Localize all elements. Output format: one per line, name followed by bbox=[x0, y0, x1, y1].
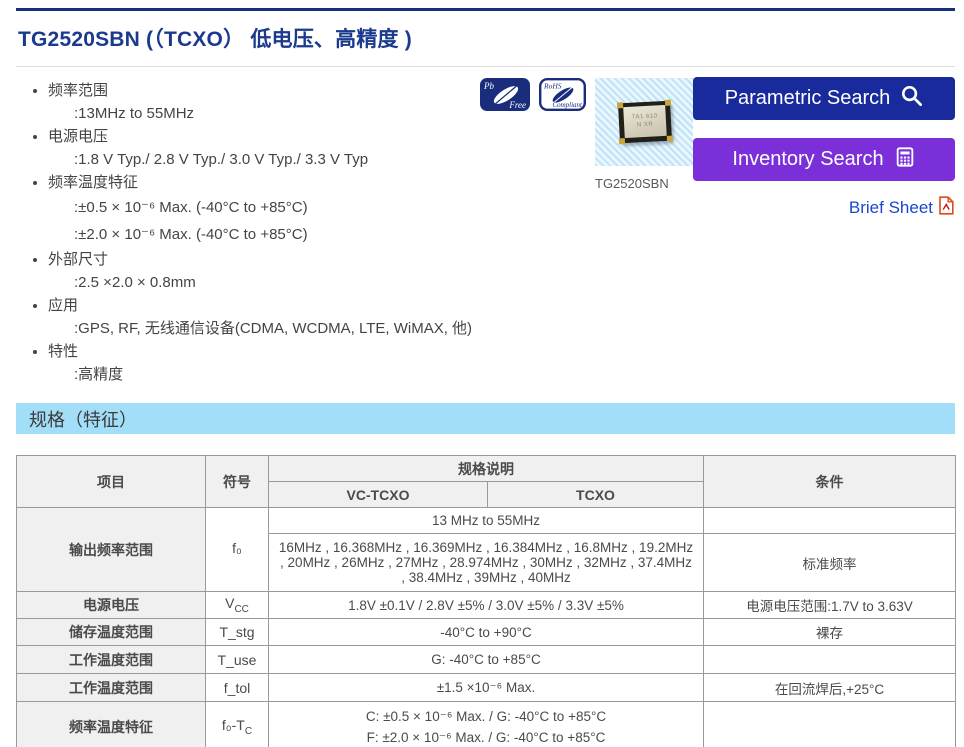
feature-list: 频率范围 :13MHz to 55MHz 电源电压 :1.8 V Typ./ 2… bbox=[16, 77, 480, 386]
table-row: 16MHz , 16.368MHz , 16.369MHz , 16.384MH… bbox=[17, 533, 956, 592]
row-symbol: f₀ bbox=[205, 507, 269, 592]
table-row: 工作温度范围 f_tol ±1.5 ×10⁻⁶ Max. 在回流焊后,+25°C bbox=[16, 673, 956, 702]
table-row: 工作温度范围 T_use G: -40°C to +85°C bbox=[16, 645, 956, 674]
spec-value: C: ±0.5 × 10⁻⁶ Max. / G: -40°C to +85°C … bbox=[268, 701, 704, 747]
chip-lid: TA1 610 N XR bbox=[623, 104, 667, 139]
pdf-icon bbox=[938, 196, 955, 220]
feature-value: :1.8 V Typ./ 2.8 V Typ./ 3.0 V Typ./ 3.3… bbox=[74, 151, 369, 168]
row-item-label: 工作温度范围 bbox=[16, 645, 206, 674]
table-row: 储存温度范围 T_stg -40°C to +90°C 裸存 bbox=[16, 618, 956, 646]
feature-value: :13MHz to 55MHz bbox=[74, 105, 195, 122]
inventory-search-label: Inventory Search bbox=[732, 148, 884, 170]
list-item: 外部尺寸 :2.5 ×2.0 × 0.8mm bbox=[48, 248, 480, 294]
row-symbol: T_stg bbox=[205, 618, 269, 646]
svg-text:Pb: Pb bbox=[483, 81, 494, 91]
pb-free-icon: Pb Free bbox=[480, 78, 530, 111]
top-divider bbox=[16, 8, 955, 11]
row-item-label: 工作温度范围 bbox=[16, 673, 206, 702]
page-title: TG2520SBN (（TCXO） 低电压、高精度 ) bbox=[16, 11, 955, 67]
condition-value: 电源电压范围:1.7V to 3.63V bbox=[703, 591, 956, 619]
table-row: 电源电压 VCC 1.8V ±0.1V / 2.8V ±5% / 3.0V ±5… bbox=[16, 591, 956, 619]
feature-value: :GPS, RF, 无线通信设备(CDMA, WCDMA, LTE, WiMAX… bbox=[74, 320, 473, 337]
table-row: 输出频率范围 f₀ 13 MHz to 55MHz bbox=[16, 507, 956, 592]
row-symbol: f_tol bbox=[205, 673, 269, 702]
table-header-row: 项目 符号 规格说明 条件 bbox=[16, 455, 956, 508]
spec-value: 13 MHz to 55MHz bbox=[268, 507, 704, 534]
feature-value: :±0.5 × 10⁻⁶ Max. (-40°C to +85°C) bbox=[74, 199, 308, 216]
col-header-spec: 规格说明 bbox=[268, 455, 704, 482]
product-figure: TA1 610 N XR TG2520SBN bbox=[595, 78, 693, 191]
feature-label: 频率温度特征 bbox=[48, 174, 139, 191]
condition-value bbox=[703, 645, 956, 674]
row-symbol: f₀-TC bbox=[205, 701, 269, 747]
brief-sheet-link[interactable]: Brief Sheet bbox=[848, 198, 933, 217]
feature-label: 特性 bbox=[48, 343, 79, 360]
badge-media-group: Pb Free RoHS Compliant bbox=[480, 78, 693, 191]
row-item-label: 电源电压 bbox=[16, 591, 206, 619]
condition-value: 裸存 bbox=[703, 618, 956, 646]
list-item: 特性 :高精度 bbox=[48, 340, 480, 386]
col-header-vc-tcxo: VC-TCXO bbox=[268, 481, 488, 508]
list-item: 频率温度特征 :±0.5 × 10⁻⁶ Max. (-40°C to +85°C… bbox=[48, 171, 480, 248]
col-header-symbol: 符号 bbox=[205, 455, 269, 508]
search-icon bbox=[900, 84, 923, 113]
hero-section: 频率范围 :13MHz to 55MHz 电源电压 :1.8 V Typ./ 2… bbox=[16, 77, 955, 386]
list-item: 频率范围 :13MHz to 55MHz bbox=[48, 79, 480, 125]
feature-value: :2.5 ×2.0 × 0.8mm bbox=[74, 274, 196, 291]
feature-value: :高精度 bbox=[74, 366, 124, 383]
product-page: TG2520SBN (（TCXO） 低电压、高精度 ) 频率范围 :13MHz … bbox=[0, 8, 964, 747]
spec-table-wrap: 项目 符号 规格说明 条件 VC-TCXO TCXO 输出频率范围 f₀ 13 … bbox=[16, 455, 956, 747]
spec-value: ±1.5 ×10⁻⁶ Max. bbox=[268, 673, 704, 702]
row-item-label: 频率温度特征 bbox=[16, 701, 206, 747]
rohs-compliant-icon: RoHS Compliant bbox=[539, 78, 586, 111]
calculator-icon bbox=[894, 146, 916, 174]
col-header-condition: 条件 bbox=[703, 455, 956, 508]
spec-value: 16MHz , 16.368MHz , 16.369MHz , 16.384MH… bbox=[268, 533, 704, 592]
condition-value: 标准频率 bbox=[703, 533, 956, 592]
section-title: 规格（特征） bbox=[29, 409, 137, 430]
list-item: 电源电压 :1.8 V Typ./ 2.8 V Typ./ 3.0 V Typ.… bbox=[48, 125, 480, 171]
feature-label: 应用 bbox=[48, 297, 79, 314]
cta-column: Parametric Search Inventory Search bbox=[693, 77, 955, 220]
product-caption: TG2520SBN bbox=[595, 176, 669, 191]
svg-text:RoHS: RoHS bbox=[543, 82, 562, 91]
feature-label: 频率范围 bbox=[48, 82, 109, 99]
condition-value: 在回流焊后,+25°C bbox=[703, 673, 956, 702]
row-symbol: VCC bbox=[205, 591, 269, 619]
row-item-label: 输出频率范围 bbox=[16, 507, 206, 592]
col-header-tcxo: TCXO bbox=[487, 481, 704, 508]
parametric-search-button[interactable]: Parametric Search bbox=[693, 77, 955, 120]
row-item-label: 储存温度范围 bbox=[16, 618, 206, 646]
spec-value: -40°C to +90°C bbox=[268, 618, 704, 646]
condition-value bbox=[703, 507, 956, 534]
spec-value: 1.8V ±0.1V / 2.8V ±5% / 3.0V ±5% / 3.3V … bbox=[268, 591, 704, 619]
condition-value bbox=[703, 701, 956, 747]
brief-sheet-row: Brief Sheet bbox=[693, 196, 955, 220]
feature-value: :±2.0 × 10⁻⁶ Max. (-40°C to +85°C) bbox=[74, 226, 308, 243]
spec-value: G: -40°C to +85°C bbox=[268, 645, 704, 674]
inventory-search-button[interactable]: Inventory Search bbox=[693, 138, 955, 181]
parametric-search-label: Parametric Search bbox=[724, 87, 891, 109]
product-image: TA1 610 N XR bbox=[595, 78, 693, 166]
list-item: 应用 :GPS, RF, 无线通信设备(CDMA, WCDMA, LTE, Wi… bbox=[48, 294, 480, 340]
table-row: 频率温度特征 f₀-TC C: ±0.5 × 10⁻⁶ Max. / G: -4… bbox=[16, 701, 956, 747]
section-header-spec: 规格（特征） bbox=[16, 403, 955, 434]
row-symbol: T_use bbox=[205, 645, 269, 674]
feature-label: 外部尺寸 bbox=[48, 251, 109, 268]
svg-text:Compliant: Compliant bbox=[552, 101, 583, 109]
spec-table: 项目 符号 规格说明 条件 VC-TCXO TCXO 输出频率范围 f₀ 13 … bbox=[16, 455, 956, 747]
svg-text:Free: Free bbox=[508, 100, 526, 110]
col-header-item: 项目 bbox=[16, 455, 206, 508]
chip-photo: TA1 610 N XR bbox=[616, 99, 674, 145]
feature-label: 电源电压 bbox=[48, 128, 109, 145]
